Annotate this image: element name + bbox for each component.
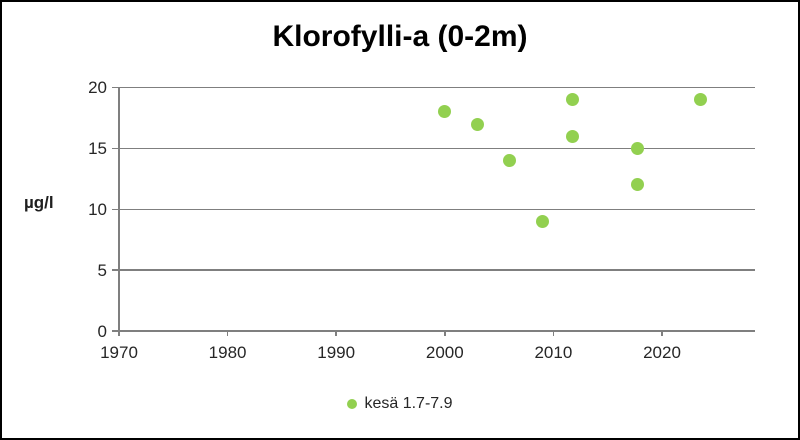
- data-point: [566, 93, 580, 107]
- data-point: [536, 214, 550, 228]
- y-tick-5: [112, 269, 119, 271]
- y-tick-label-10: 10: [88, 199, 107, 219]
- x-tick-1980: [226, 331, 229, 336]
- x-tick-2020: [661, 331, 663, 336]
- x-tick-1970: [118, 331, 120, 336]
- gridline-y-0: [119, 330, 755, 332]
- x-tick-2010: [552, 331, 555, 336]
- gridline-y-20: [119, 86, 755, 89]
- data-point: [438, 105, 452, 119]
- y-axis-title: µg/l: [24, 193, 54, 212]
- y-tick-label-0: 0: [97, 321, 107, 341]
- x-tick-label-1970: 1970: [100, 343, 138, 362]
- y-tick-10: [112, 208, 119, 210]
- data-point: [630, 178, 644, 192]
- legend-marker-icon: [347, 399, 358, 409]
- y-tick-20: [112, 86, 119, 89]
- data-point: [630, 141, 644, 155]
- x-tick-2000: [444, 331, 446, 336]
- x-tick-1990: [335, 331, 337, 336]
- gridline-y-5: [119, 269, 755, 271]
- y-tick-15: [112, 147, 119, 150]
- legend: kesä 1.7-7.9: [0, 395, 800, 413]
- x-tick-label-2020: 2020: [643, 343, 681, 362]
- data-point: [693, 93, 707, 107]
- x-tick-label-1980: 1980: [208, 343, 247, 362]
- y-tick-label-20: 20: [88, 78, 107, 97]
- chart-title: Klorofylli-a (0-2m): [272, 20, 528, 53]
- y-axis-line: [118, 87, 120, 336]
- y-tick-0: [112, 330, 119, 332]
- gridline-y-10: [119, 208, 755, 210]
- x-tick-label-2000: 2000: [425, 343, 464, 362]
- data-point: [503, 154, 517, 168]
- data-point: [470, 117, 484, 131]
- x-tick-label-1990: 1990: [317, 343, 356, 362]
- data-point: [566, 129, 580, 143]
- gridline-y-15: [119, 147, 755, 150]
- y-tick-label-5: 5: [97, 260, 107, 280]
- x-tick-label-2010: 2010: [534, 343, 573, 362]
- legend-label: kesä 1.7-7.9: [364, 395, 453, 412]
- y-tick-label-15: 15: [88, 138, 107, 158]
